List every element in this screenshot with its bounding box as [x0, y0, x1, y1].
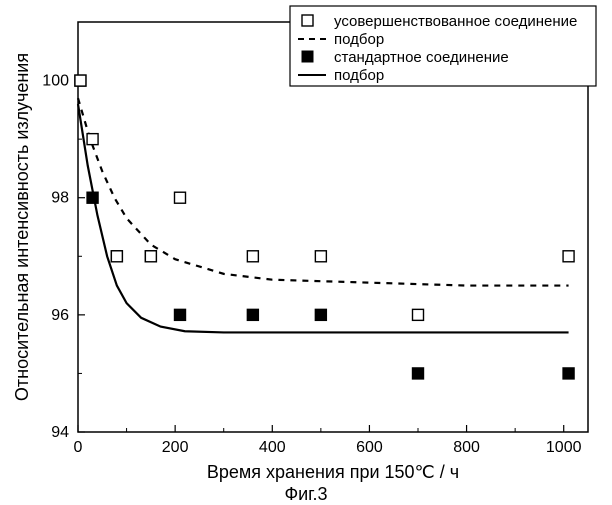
svg-text:98: 98 [51, 190, 69, 207]
svg-text:стандартное соединение: стандартное соединение [334, 49, 509, 66]
svg-text:подбор: подбор [334, 67, 384, 84]
svg-text:1000: 1000 [546, 439, 582, 456]
figure: 0 200 400 600 800 1000 94 96 98 100 Время хранения… [0, 0, 612, 500]
svg-text:Время хранения при 150℃ / ч: Время хранения при 150℃ / ч [207, 462, 459, 482]
svg-text:94: 94 [51, 424, 69, 441]
svg-text:0: 0 [74, 439, 83, 456]
svg-text:подбор: подбор [334, 31, 384, 48]
svg-text:400: 400 [259, 439, 286, 456]
figure-caption: Фиг.3 [0, 484, 612, 505]
svg-text:200: 200 [162, 439, 189, 456]
svg-text:100: 100 [42, 73, 69, 90]
svg-text:усовершенствованное соединение: усовершенствованное соединение [334, 13, 577, 30]
svg-text:600: 600 [356, 439, 383, 456]
svg-text:96: 96 [51, 307, 69, 324]
svg-text:800: 800 [453, 439, 480, 456]
svg-text:Относительная интенсивность из: Относительная интенсивность излучения [12, 53, 32, 401]
